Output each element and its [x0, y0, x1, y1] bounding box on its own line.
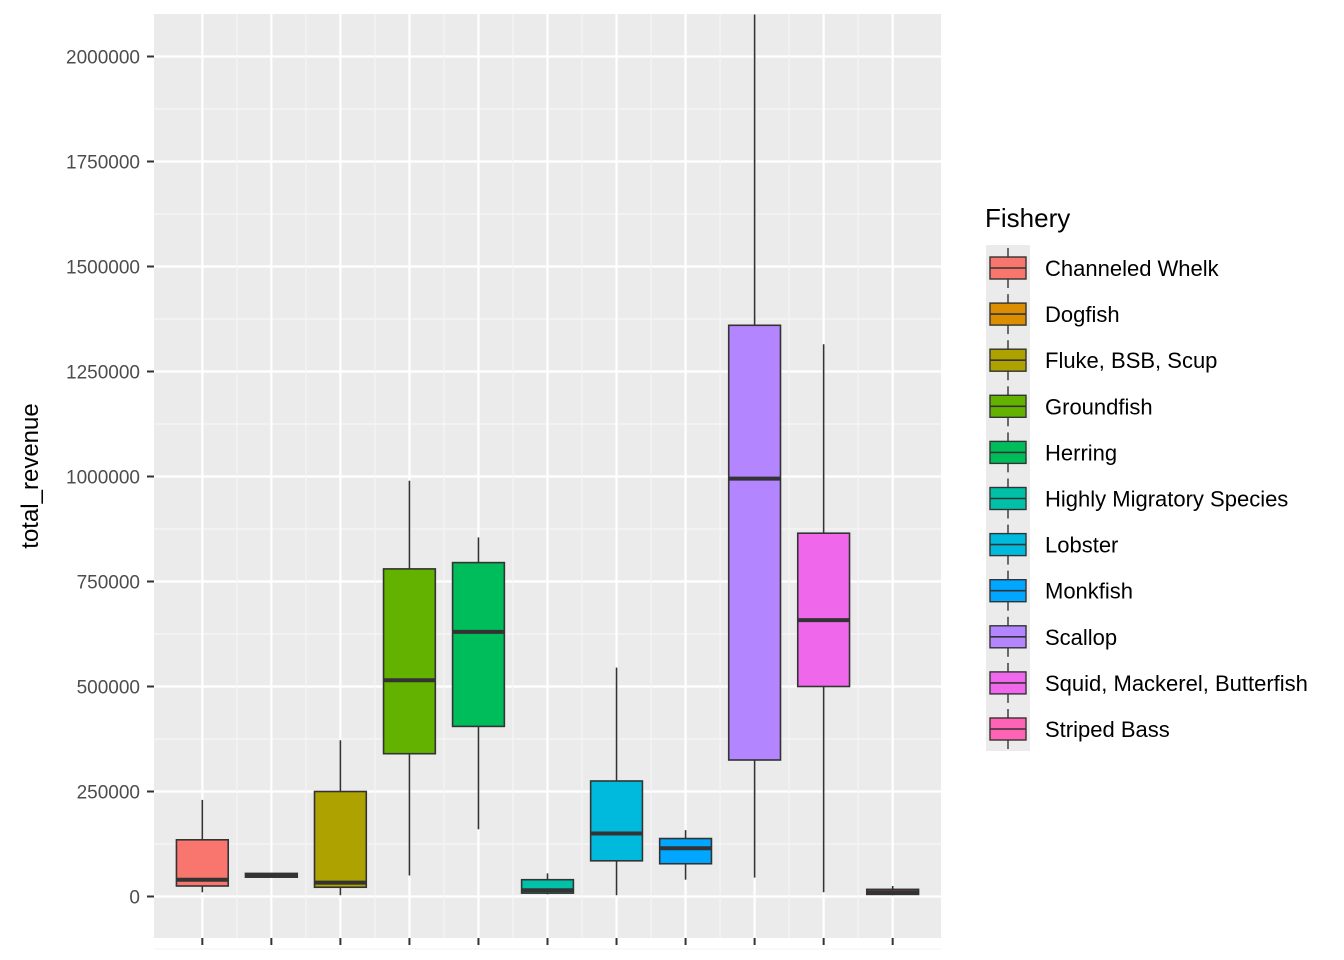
- legend-label: Lobster: [1045, 533, 1118, 558]
- legend-item: Monkfish: [989, 570, 1133, 611]
- y-tick-label: 1500000: [66, 258, 140, 279]
- box-groundfish: [382, 480, 437, 876]
- box-dogfish: [244, 872, 299, 878]
- box-scallop: [727, 14, 782, 878]
- box-lobster: [589, 667, 644, 896]
- legend-label: Herring: [1045, 440, 1117, 465]
- box-body: [589, 780, 644, 862]
- y-tick-label: 750000: [77, 573, 140, 594]
- x-axis: [201, 938, 894, 945]
- legend-label: Fluke, BSB, Scup: [1045, 348, 1217, 373]
- legend-item: Striped Bass: [989, 709, 1170, 749]
- legend-label: Groundfish: [1045, 394, 1153, 419]
- box-striped-bass: [865, 886, 920, 896]
- y-tick-label: 500000: [77, 678, 140, 699]
- box-squid-mackerel-butterfish: [796, 344, 851, 893]
- legend-item: Dogfish: [989, 294, 1120, 335]
- box-highly-migratory-species: [520, 873, 575, 895]
- y-axis-title: total_revenue: [17, 403, 44, 548]
- box-body: [382, 568, 437, 755]
- legend-item: Fluke, BSB, Scup: [989, 340, 1217, 381]
- legend-item: Highly Migratory Species: [989, 478, 1288, 519]
- legend-item: Channeled Whelk: [989, 248, 1220, 288]
- legend-label: Striped Bass: [1045, 717, 1170, 742]
- box-body: [658, 837, 713, 865]
- legend-item: Lobster: [989, 524, 1118, 565]
- legend-label: Dogfish: [1045, 302, 1120, 327]
- legend-title: Fishery: [985, 203, 1070, 233]
- box-body: [451, 561, 506, 728]
- y-axis: 0 250000 500000 750000 1000000 1250000 1500000…: [66, 48, 154, 909]
- y-tick-label: 1250000: [66, 363, 140, 384]
- legend-item: Scallop: [989, 616, 1117, 657]
- box-herring: [451, 537, 506, 830]
- y-tick-label: 250000: [77, 783, 140, 804]
- legend-item: Groundfish: [989, 386, 1153, 427]
- box-body: [727, 324, 782, 761]
- legend-label: Channeled Whelk: [1045, 256, 1220, 281]
- box-body: [313, 790, 368, 889]
- legend-item: Herring: [989, 432, 1117, 473]
- y-tick-label: 1000000: [66, 468, 140, 489]
- box-body: [796, 532, 851, 688]
- box-fluke-bsb-scup: [313, 740, 368, 896]
- legend: Channeled Whelk Dogfish Fluke, BSB, Scup Gr…: [989, 248, 1308, 749]
- legend-item: Squid, Mackerel, Butterfish: [989, 662, 1308, 703]
- box-channeled-whelk: [175, 799, 230, 893]
- legend-label: Monkfish: [1045, 579, 1133, 604]
- boxes-layer: [175, 14, 920, 896]
- y-tick-label: 1750000: [66, 153, 140, 174]
- y-tick-label: 0: [129, 888, 140, 909]
- legend-label: Scallop: [1045, 625, 1117, 650]
- legend-label: Squid, Mackerel, Butterfish: [1045, 671, 1308, 696]
- box-monkfish: [658, 830, 713, 880]
- legend-label: Highly Migratory Species: [1045, 487, 1288, 512]
- y-tick-label: 2000000: [66, 48, 140, 69]
